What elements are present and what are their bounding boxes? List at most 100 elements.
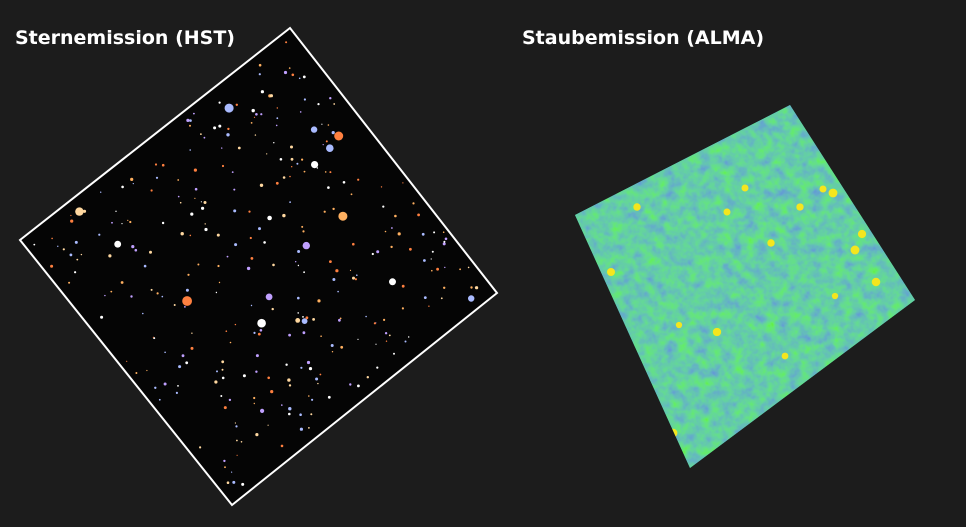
galaxy (329, 97, 332, 100)
galaxy (357, 384, 360, 388)
galaxy (384, 332, 388, 335)
galaxy (236, 439, 238, 442)
galaxy (156, 292, 159, 295)
galaxy (266, 153, 268, 155)
galaxy (310, 126, 318, 133)
galaxy (402, 182, 404, 184)
galaxy (240, 441, 243, 443)
galaxy (288, 384, 292, 387)
galaxy (342, 181, 346, 184)
galaxy (199, 446, 202, 449)
galaxy (442, 231, 445, 233)
galaxy (182, 296, 193, 306)
galaxy (189, 234, 192, 237)
galaxy (149, 250, 152, 254)
galaxy (76, 258, 79, 261)
galaxy (217, 264, 220, 268)
galaxy (62, 248, 65, 251)
source (831, 292, 839, 300)
galaxy (301, 318, 308, 324)
galaxy (317, 103, 320, 106)
galaxy (218, 124, 222, 128)
galaxy (331, 131, 335, 135)
galaxy (423, 259, 426, 262)
galaxy (350, 193, 353, 196)
galaxy (276, 117, 279, 120)
galaxy (242, 374, 246, 378)
galaxy (221, 368, 224, 371)
galaxy (190, 212, 194, 216)
galaxy (306, 360, 311, 365)
galaxy (393, 352, 395, 355)
galaxy (375, 343, 377, 345)
galaxy (154, 386, 157, 389)
galaxy (440, 297, 443, 300)
galaxy (164, 351, 166, 354)
galaxy (68, 281, 71, 284)
hst-galaxies (33, 41, 479, 486)
galaxy (283, 70, 288, 75)
galaxy (317, 382, 319, 385)
galaxy (255, 433, 259, 437)
galaxy (339, 317, 342, 320)
galaxy (279, 158, 283, 161)
source (871, 277, 881, 287)
galaxy (269, 94, 273, 98)
galaxy (214, 380, 218, 384)
galaxy (319, 373, 322, 376)
galaxy (253, 331, 256, 334)
galaxy (224, 103, 234, 113)
source (712, 327, 722, 337)
source (850, 245, 860, 255)
galaxy (337, 290, 339, 293)
galaxy (50, 264, 54, 268)
galaxy (193, 168, 197, 172)
galaxy (233, 188, 236, 191)
galaxy (323, 210, 326, 213)
galaxy (356, 274, 358, 277)
galaxy (352, 276, 355, 280)
galaxy (433, 231, 436, 234)
galaxy (100, 315, 104, 319)
galaxy (130, 295, 133, 298)
galaxy (221, 376, 225, 380)
galaxy (251, 108, 255, 113)
galaxy (108, 254, 112, 258)
galaxy (349, 383, 352, 386)
galaxy (288, 67, 291, 69)
galaxy (220, 395, 223, 397)
galaxy (282, 176, 286, 179)
galaxy (390, 245, 393, 249)
galaxy (260, 90, 264, 94)
galaxy (423, 296, 427, 299)
galaxy (280, 444, 284, 448)
galaxy (303, 170, 306, 173)
galaxy (297, 312, 300, 314)
galaxy (303, 98, 306, 101)
galaxy (291, 166, 293, 168)
galaxy (254, 134, 257, 136)
galaxy (329, 171, 332, 174)
galaxy (223, 459, 226, 463)
galaxy (409, 247, 412, 251)
galaxy (315, 377, 319, 381)
galaxy (326, 144, 334, 152)
galaxy (349, 269, 352, 271)
galaxy (134, 248, 138, 252)
galaxy (200, 201, 202, 203)
galaxy (154, 163, 158, 166)
galaxy (226, 255, 229, 258)
galaxy (297, 296, 300, 300)
galaxy (267, 376, 271, 380)
galaxy (228, 398, 232, 402)
galaxy (303, 271, 305, 274)
galaxy (366, 376, 369, 379)
galaxy (250, 304, 253, 307)
galaxy (297, 264, 300, 267)
galaxy (224, 466, 226, 469)
galaxy (186, 118, 190, 122)
galaxy (82, 209, 87, 213)
galaxy (258, 227, 261, 231)
galaxy (312, 318, 315, 321)
galaxy (255, 354, 259, 358)
